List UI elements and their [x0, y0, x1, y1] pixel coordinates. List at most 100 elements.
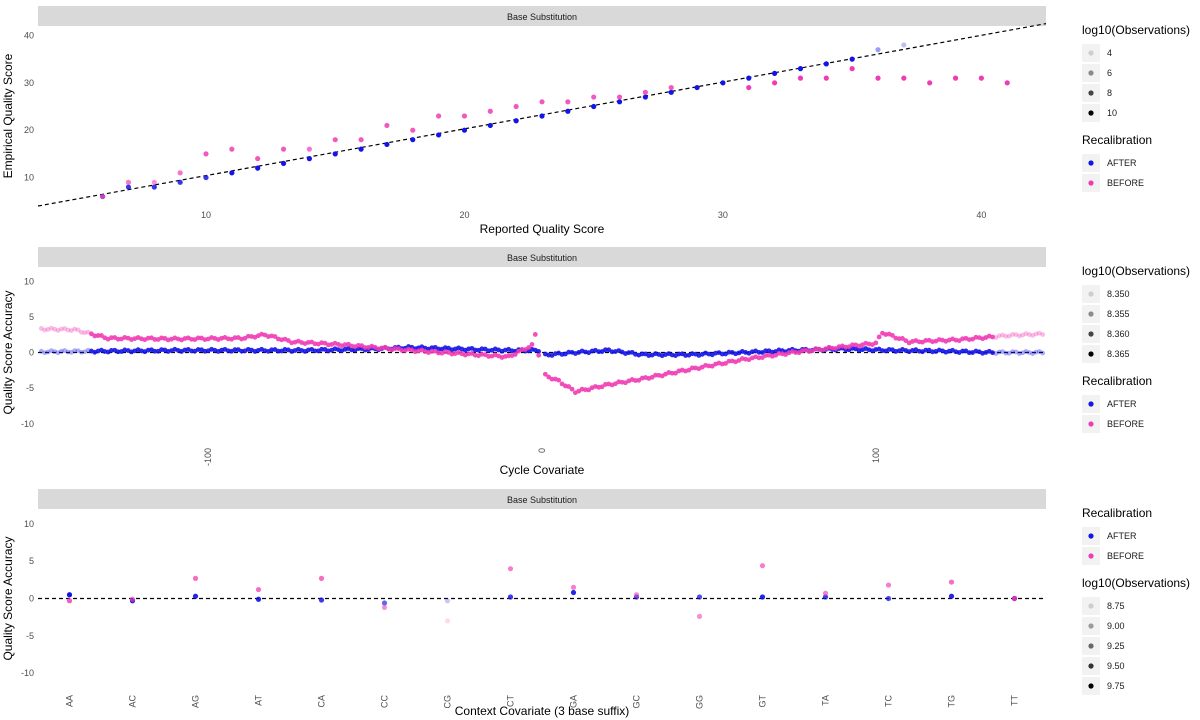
x-axis-title: Cycle Covariate: [500, 463, 585, 477]
legend-label: 8.355: [1107, 309, 1130, 319]
point-before: [539, 99, 545, 105]
point-before: [436, 113, 442, 119]
point-after: [616, 99, 623, 105]
point-after: [65, 349, 71, 355]
point-before: [75, 327, 81, 333]
y-tick-label: 0: [29, 594, 34, 604]
point-after: [152, 348, 158, 354]
x-tick-label: 20: [459, 210, 469, 220]
point-after: [255, 165, 261, 171]
point-after: [177, 179, 183, 185]
point-before: [1033, 331, 1039, 337]
point-before: [512, 352, 518, 357]
point-after: [125, 184, 132, 190]
point-before: [876, 334, 882, 340]
point-before: [526, 345, 532, 350]
legend-swatch: [1088, 180, 1094, 186]
legend-swatch: [1088, 683, 1094, 689]
point-before: [890, 333, 895, 338]
x-tick-label: AT: [254, 695, 264, 706]
point-after: [746, 75, 752, 81]
legend-swatch: [1088, 160, 1094, 166]
point-before: [152, 337, 158, 342]
legend-key: [1082, 305, 1100, 323]
x-axis-title: Reported Quality Score: [480, 222, 605, 236]
legend-label: 8.360: [1107, 329, 1130, 339]
point-before: [229, 146, 235, 152]
point-before: [669, 370, 675, 376]
legend-label: 10: [1107, 108, 1117, 118]
legend-swatch: [1088, 421, 1094, 427]
x-tick-label: 40: [976, 210, 986, 220]
legend-swatch: [1088, 663, 1094, 669]
point-before: [797, 75, 804, 81]
point-before: [358, 137, 364, 143]
legend-label: 8.75: [1107, 601, 1125, 611]
facet-strip-label: Base Substitution: [507, 12, 577, 22]
point-after: [381, 600, 388, 606]
point-before: [642, 89, 648, 95]
point-before: [318, 575, 325, 581]
point-after: [759, 594, 766, 600]
y-tick-label: 40: [24, 30, 34, 40]
point-before: [203, 151, 209, 157]
point-after: [229, 170, 235, 176]
point-after: [52, 349, 58, 355]
y-tick-label: 20: [24, 125, 34, 135]
legend-label: 8: [1107, 88, 1112, 98]
x-tick-label: CT: [506, 695, 516, 707]
point-after: [539, 113, 545, 119]
point-after: [996, 349, 1002, 355]
point-after: [694, 84, 700, 91]
point-before: [569, 386, 575, 392]
point-after: [570, 589, 577, 596]
legend-swatch: [1088, 623, 1094, 629]
point-after: [232, 347, 238, 353]
x-tick-label: AA: [65, 695, 75, 707]
legend-label: AFTER: [1107, 158, 1137, 168]
point-before: [507, 566, 514, 572]
point-before: [1011, 595, 1018, 602]
point-after: [62, 348, 68, 353]
legend-swatch: [1088, 311, 1094, 317]
legend-label: 9.50: [1107, 661, 1125, 671]
x-tick-label: TA: [821, 695, 831, 706]
point-before: [746, 84, 752, 91]
point-after: [48, 348, 54, 354]
point-before: [566, 384, 572, 389]
legend-title: log10(Observations): [1082, 264, 1190, 278]
x-tick-label: GT: [758, 694, 768, 707]
legend-label: 6: [1107, 68, 1112, 78]
point-after: [536, 349, 542, 354]
point-before: [591, 94, 597, 100]
point-after: [280, 160, 287, 166]
facet-strip-label: Base Substitution: [507, 495, 577, 505]
point-after: [993, 351, 999, 356]
point-after: [55, 350, 61, 356]
point-after: [82, 349, 88, 355]
point-after: [306, 156, 312, 162]
point-before: [696, 613, 703, 620]
point-after: [1033, 349, 1039, 355]
point-after: [312, 348, 318, 354]
legend-key: [1082, 44, 1100, 62]
point-before: [52, 326, 58, 332]
point-before: [65, 327, 71, 333]
legend-swatch: [1088, 90, 1094, 96]
point-after: [358, 146, 364, 152]
x-tick-label: TG: [947, 695, 957, 708]
point-before: [232, 335, 238, 341]
point-after: [642, 94, 648, 100]
point-before: [565, 99, 571, 105]
point-before: [487, 108, 493, 114]
point-before: [529, 341, 535, 347]
point-before: [952, 75, 959, 81]
point-after: [68, 349, 74, 355]
legend-swatch: [1088, 331, 1094, 337]
point-after: [513, 118, 519, 124]
point-before: [100, 193, 106, 200]
point-before: [306, 146, 312, 152]
legend-swatch: [1088, 351, 1094, 357]
legend: Recalibration AFTER BEFORE: [1082, 374, 1152, 433]
legend-swatch: [1088, 533, 1094, 539]
